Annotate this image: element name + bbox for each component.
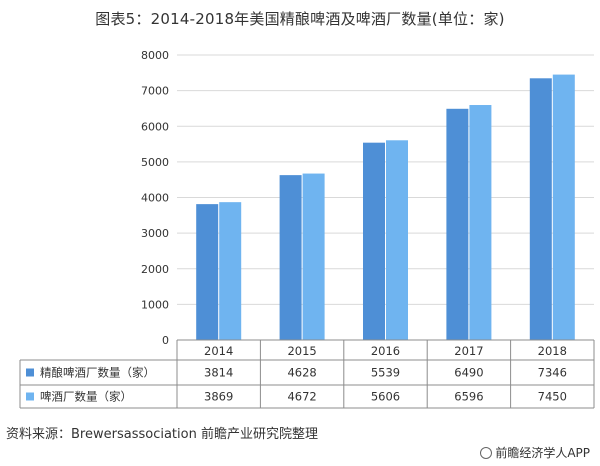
data-label: 4672 bbox=[287, 390, 316, 404]
y-tick-label: 0 bbox=[162, 334, 169, 347]
bar-2014-series-1 bbox=[196, 204, 219, 340]
data-label: 5606 bbox=[371, 390, 400, 404]
bar-2017-series-1 bbox=[446, 108, 469, 340]
legend-label-series-2: 啤酒厂数量（家） bbox=[40, 390, 132, 404]
data-label: 5539 bbox=[371, 366, 400, 380]
brand-text: 前瞻经济学人APP bbox=[495, 446, 590, 460]
data-label: 3869 bbox=[204, 390, 233, 404]
data-label: 6490 bbox=[454, 366, 483, 380]
legend-swatch-series-2 bbox=[26, 392, 34, 401]
bar-2017-series-2 bbox=[469, 105, 492, 340]
brand-logo-icon bbox=[480, 447, 493, 459]
y-tick-label: 6000 bbox=[141, 120, 169, 133]
legend-swatch-series-1 bbox=[26, 368, 34, 377]
category-label: 2018 bbox=[538, 344, 567, 358]
y-tick-label: 4000 bbox=[141, 192, 169, 205]
bar-2015-series-2 bbox=[302, 173, 325, 340]
data-label: 6596 bbox=[454, 390, 483, 404]
category-label: 2015 bbox=[287, 344, 316, 358]
bar-2016-series-2 bbox=[386, 140, 408, 340]
y-tick-label: 1000 bbox=[141, 298, 169, 311]
source-note: 资料来源：Brewersassociation 前瞻产业研究院整理 bbox=[6, 427, 318, 442]
data-label: 7346 bbox=[538, 366, 567, 380]
y-tick-label: 3000 bbox=[141, 227, 169, 240]
y-tick-label: 5000 bbox=[141, 156, 169, 169]
bar-2018-series-2 bbox=[552, 74, 575, 340]
bar-2016-series-1 bbox=[363, 142, 385, 340]
data-label: 3814 bbox=[204, 366, 233, 380]
data-label: 4628 bbox=[287, 366, 316, 380]
y-tick-label: 8000 bbox=[141, 49, 169, 62]
chart-title: 图表5：2014-2018年美国精酿啤酒及啤酒厂数量(单位：家) bbox=[95, 10, 505, 28]
category-label: 2016 bbox=[371, 344, 400, 358]
category-label: 2017 bbox=[454, 344, 483, 358]
bar-2018-series-1 bbox=[529, 78, 552, 340]
bar-2014-series-2 bbox=[219, 202, 242, 340]
brand-label: 前瞻经济学人APP bbox=[480, 444, 590, 461]
data-label: 7450 bbox=[538, 390, 567, 404]
y-tick-label: 7000 bbox=[141, 85, 169, 98]
legend-label-series-1: 精酿啤酒厂数量（家） bbox=[40, 366, 155, 380]
y-tick-label: 2000 bbox=[141, 263, 169, 276]
category-label: 2014 bbox=[204, 344, 233, 358]
bar-2015-series-1 bbox=[279, 175, 302, 340]
